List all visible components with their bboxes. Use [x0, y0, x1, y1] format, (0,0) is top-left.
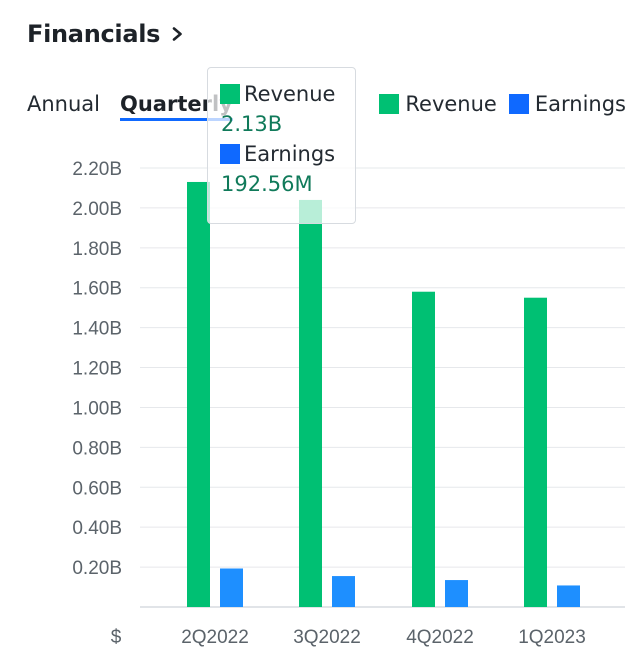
y-tick-label: 0.80B: [72, 438, 122, 459]
y-tick-label: 1.60B: [72, 279, 122, 300]
y-tick-label: 1.40B: [72, 319, 122, 340]
revenue-bar-1Q2023[interactable]: [524, 297, 547, 607]
legend-revenue-label: Revenue: [405, 92, 497, 116]
tooltip-revenue-value: 2.13B: [221, 112, 283, 136]
tab-annual[interactable]: Annual: [27, 92, 100, 116]
x-tick-label: 2Q2022: [181, 627, 249, 648]
legend-revenue[interactable]: Revenue: [379, 92, 497, 116]
y-tick-label: 1.00B: [72, 398, 122, 419]
tooltip-revenue-label: Revenue: [244, 82, 336, 106]
earnings-bar-2Q2022[interactable]: [220, 568, 243, 607]
legend-earnings-label: Earnings: [534, 92, 626, 116]
y-tick-label: 0.20B: [72, 558, 122, 579]
currency-label: $: [111, 627, 122, 648]
y-tick-label: 2.00B: [72, 199, 122, 220]
revenue-bar-3Q2022[interactable]: [299, 199, 322, 607]
bars: [187, 181, 580, 607]
chart-legend: Revenue Earnings: [367, 92, 626, 116]
tooltip-earnings-row: Earnings: [220, 140, 355, 168]
revenue-bar-2Q2022[interactable]: [187, 181, 210, 607]
y-axis-ticks: 0.20B 0.40B 0.60B 0.80B 1.00B 1.20B 1.40B 1.60B…: [72, 159, 122, 579]
page-title[interactable]: Financials: [27, 20, 161, 48]
y-tick-label: 0.40B: [72, 518, 122, 539]
earnings-bar-4Q2022[interactable]: [445, 580, 468, 607]
earnings-bar-1Q2023[interactable]: [557, 585, 580, 607]
chart-tooltip: Revenue 2.13B Earnings 192.56M: [207, 67, 356, 224]
gridlines: [140, 167, 625, 608]
legend-earnings[interactable]: Earnings: [508, 92, 626, 116]
x-tick-label: 1Q2023: [518, 627, 586, 648]
earnings-bar-3Q2022[interactable]: [332, 576, 355, 607]
financials-header[interactable]: Financials: [27, 20, 183, 48]
legend-revenue-swatch: [379, 94, 400, 114]
y-tick-label: 2.20B: [72, 159, 122, 180]
y-tick-label: 1.20B: [72, 359, 122, 380]
legend-earnings-swatch: [508, 94, 529, 114]
x-tick-label: 3Q2022: [293, 627, 361, 648]
tooltip-earnings-swatch: [220, 144, 240, 164]
tooltip-earnings-value: 192.56M: [221, 172, 313, 196]
x-tick-label: 4Q2022: [406, 627, 474, 648]
y-tick-label: 1.80B: [72, 239, 122, 260]
y-tick-label: 0.60B: [72, 478, 122, 499]
revenue-bar-4Q2022[interactable]: [412, 291, 435, 607]
tooltip-revenue-swatch: [220, 84, 240, 104]
x-axis-ticks: $2Q2022 3Q2022 4Q2022 1Q2023: [111, 627, 586, 648]
tooltip-earnings-label: Earnings: [244, 142, 336, 166]
chevron-right-icon[interactable]: [172, 27, 183, 41]
tooltip-revenue-row: Revenue: [220, 80, 355, 108]
